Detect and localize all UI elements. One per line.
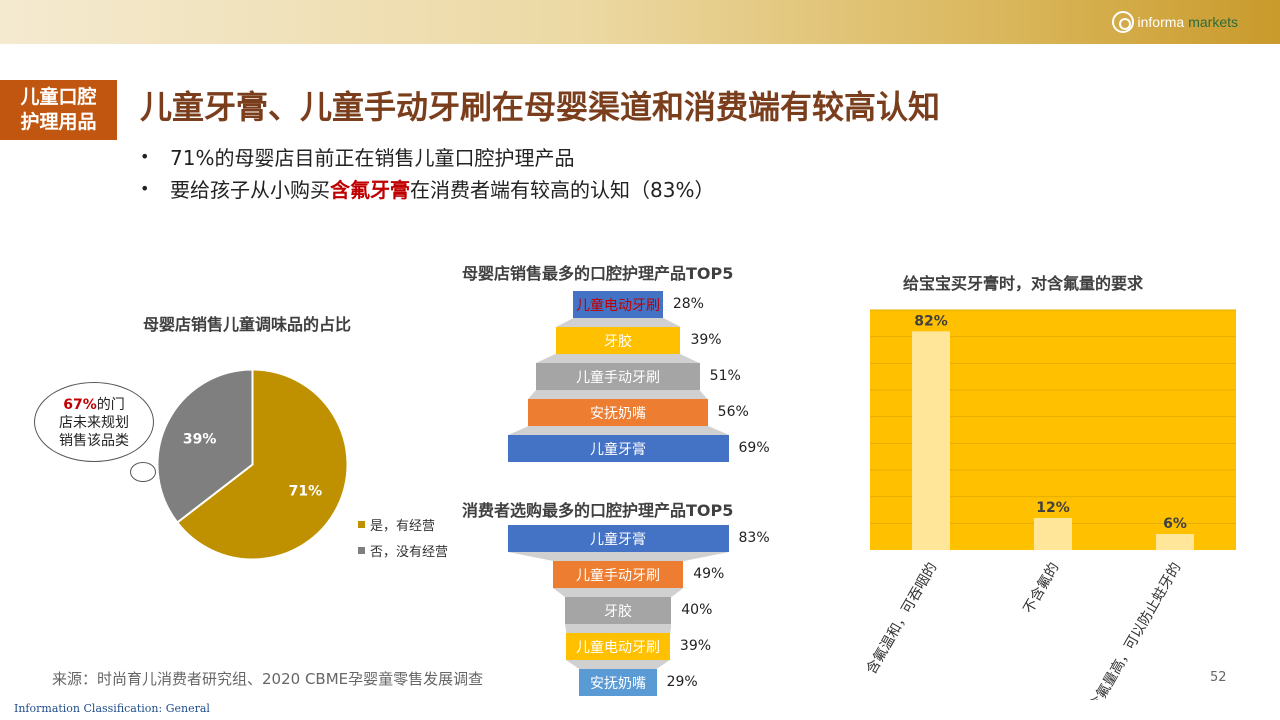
bullet-item-1: • 71%的母婴店目前正在销售儿童口腔护理产品	[140, 140, 714, 172]
funnel-value-label: 29%	[666, 674, 698, 690]
section-tag: 儿童口腔 护理用品	[0, 80, 117, 140]
bar-chart: 82% 含氟温和，可吞咽的 12% 不含氟的 6% 含氟量高，可以防止蛀牙的	[864, 309, 1236, 701]
callout-tail	[130, 462, 156, 482]
callout-line1: 的门	[96, 397, 125, 413]
funnel-value-label: 83%	[738, 530, 770, 546]
funnel-value-label: 40%	[681, 602, 713, 618]
funnel-value-label: 51%	[709, 368, 741, 384]
bar-chart-title: 给宝宝买牙膏时，对含氟量的要求	[903, 274, 1144, 293]
funnel-connector	[564, 624, 672, 633]
funnel-value-label: 49%	[693, 566, 725, 582]
section-tag-line2: 护理用品	[20, 111, 97, 133]
pie-slice-1	[175, 368, 349, 561]
funnel-bar: 儿童电动牙刷	[573, 291, 663, 318]
top-banner: informa markets	[0, 0, 1280, 44]
funnel-value-label: 28%	[672, 296, 704, 312]
funnel-connector	[536, 354, 700, 363]
funnel-connector	[528, 390, 708, 399]
callout-line2: 店未来规划	[59, 415, 129, 431]
pie-slice-2	[156, 368, 254, 524]
bullet-text-2-highlight: 含氟牙膏	[330, 177, 410, 202]
logo-text-b: markets	[1188, 14, 1238, 30]
bar-value-label-3: 6%	[1163, 516, 1187, 532]
page-title: 儿童牙膏、儿童手动牙刷在母婴渠道和消费端有较高认知	[140, 88, 941, 126]
page-number: 52	[1210, 670, 1227, 685]
bar-category-label-3: 含氟量高，可以防止蛀牙的	[1086, 560, 1185, 701]
pie-legend-label-2: 否，没有经营	[370, 545, 449, 560]
classification-label: Information Classification: General	[14, 702, 210, 715]
funnel-value-label: 56%	[717, 404, 749, 420]
bullet-text-1: 71%的母婴店目前正在销售儿童口腔护理产品	[170, 145, 575, 170]
bar-3	[1156, 534, 1194, 550]
funnel-bar: 牙胶	[555, 327, 681, 354]
pie-legend-item-2: 否，没有经营	[358, 541, 448, 560]
funnel-value-label: 39%	[679, 638, 712, 654]
funnel-bar: 牙胶	[564, 597, 672, 624]
funnel-bar: 儿童牙膏	[507, 435, 729, 462]
pie-value-label-2: 39%	[183, 432, 217, 448]
logo-text-a: informa	[1137, 14, 1185, 30]
funnel-bar: 安抚奶嘴	[579, 669, 657, 696]
funnel-bar: 儿童牙膏	[507, 525, 729, 552]
funnel-bar: 安抚奶嘴	[528, 399, 708, 426]
bar-1	[912, 331, 950, 550]
bullet-list: • 71%的母婴店目前正在销售儿童口腔护理产品 • 要给孩子从小购买 含氟牙膏 在消…	[140, 140, 714, 204]
funnel-bar: 儿童手动牙刷	[552, 561, 684, 588]
funnel-bar: 儿童电动牙刷	[566, 633, 670, 660]
informa-logo: informa markets	[1111, 10, 1238, 34]
pie-legend-label-1: 是，有经营	[370, 519, 436, 534]
funnel-connector	[552, 588, 684, 597]
pie-chart: 71% 39%	[156, 368, 349, 561]
callout-pct: 67%	[63, 397, 97, 413]
legend-swatch-icon	[358, 547, 365, 554]
funnel-connector	[566, 660, 670, 669]
callout-bubble: 67%的门 店未来规划 销售该品类	[34, 382, 154, 462]
pie-chart-title: 母婴店销售儿童调味品的占比	[143, 315, 352, 334]
pie-value-label-1: 71%	[289, 483, 323, 499]
bullet-text-2-pre: 要给孩子从小购买	[170, 177, 330, 202]
logo-ring-icon	[1111, 11, 1134, 33]
callout-line3: 销售该品类	[59, 433, 129, 449]
section-tag-line1: 儿童口腔	[20, 86, 97, 108]
funnel-value-label: 69%	[738, 440, 770, 456]
bar-category-label-2: 不含氟的	[1021, 560, 1063, 616]
funnel-1-title: 母婴店销售最多的口腔护理产品TOP5	[462, 264, 734, 283]
funnel-connector	[507, 552, 729, 561]
funnel-2-title: 消费者选购最多的口腔护理产品TOP5	[462, 501, 734, 520]
funnel-value-label: 39%	[690, 332, 722, 348]
pie-legend-item-1: 是，有经营	[358, 515, 435, 534]
funnel-connector	[507, 426, 729, 435]
bar-value-label-2: 12%	[1036, 500, 1070, 516]
bar-value-label-1: 82%	[914, 313, 948, 329]
source-note: 来源：时尚育儿消费者研究组、2020 CBME孕婴童零售发展调查	[52, 670, 484, 688]
bullet-dot-icon: •	[140, 178, 150, 198]
bullet-text-2-post: 在消费者端有较高的认知（83%）	[410, 177, 715, 202]
bar-2	[1034, 518, 1072, 550]
funnel-connector	[555, 318, 681, 327]
bullet-dot-icon: •	[140, 146, 150, 166]
legend-swatch-icon	[358, 521, 365, 528]
bar-category-label-1: 含氟温和，可吞咽的	[864, 560, 941, 677]
bullet-item-2: • 要给孩子从小购买 含氟牙膏 在消费者端有较高的认知（83%）	[140, 172, 714, 204]
funnel-bar: 儿童手动牙刷	[536, 363, 700, 390]
